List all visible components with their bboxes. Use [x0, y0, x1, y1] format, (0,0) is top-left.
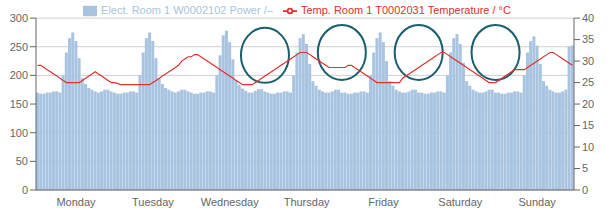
- svg-text:Sunday: Sunday: [519, 196, 557, 208]
- svg-text:100: 100: [10, 127, 28, 139]
- html-text:Temp. Room 1 T0002031 Temperat: Temp. Room 1 T0002031 Temperature / °C: [300, 4, 511, 16]
- svg-text:250: 250: [10, 41, 28, 53]
- svg-text:Tuesday: Tuesday: [132, 196, 174, 208]
- html-text:Elect. Room 1 W0002102 Power /: Elect. Room 1 W0002102 Power /–: [101, 4, 273, 16]
- svg-text:10: 10: [582, 141, 594, 153]
- svg-text:30: 30: [582, 55, 594, 67]
- svg-text:0: 0: [582, 184, 588, 196]
- svg-text:Saturday: Saturday: [438, 196, 483, 208]
- svg-text:Friday: Friday: [368, 196, 399, 208]
- svg-text:50: 50: [16, 155, 28, 167]
- svg-text:200: 200: [10, 69, 28, 81]
- svg-text:20: 20: [582, 98, 594, 110]
- svg-text:40: 40: [582, 12, 594, 24]
- svg-text:25: 25: [582, 76, 594, 88]
- svg-text:15: 15: [582, 119, 594, 131]
- svg-text:Monday: Monday: [56, 196, 96, 208]
- svg-text:5: 5: [582, 162, 588, 174]
- svg-text:300: 300: [10, 12, 28, 24]
- svg-text:Thursday: Thursday: [284, 196, 330, 208]
- svg-text:150: 150: [10, 98, 28, 110]
- svg-text:35: 35: [582, 33, 594, 45]
- svg-text:0: 0: [22, 184, 28, 196]
- svg-text:Wednesday: Wednesday: [201, 196, 259, 208]
